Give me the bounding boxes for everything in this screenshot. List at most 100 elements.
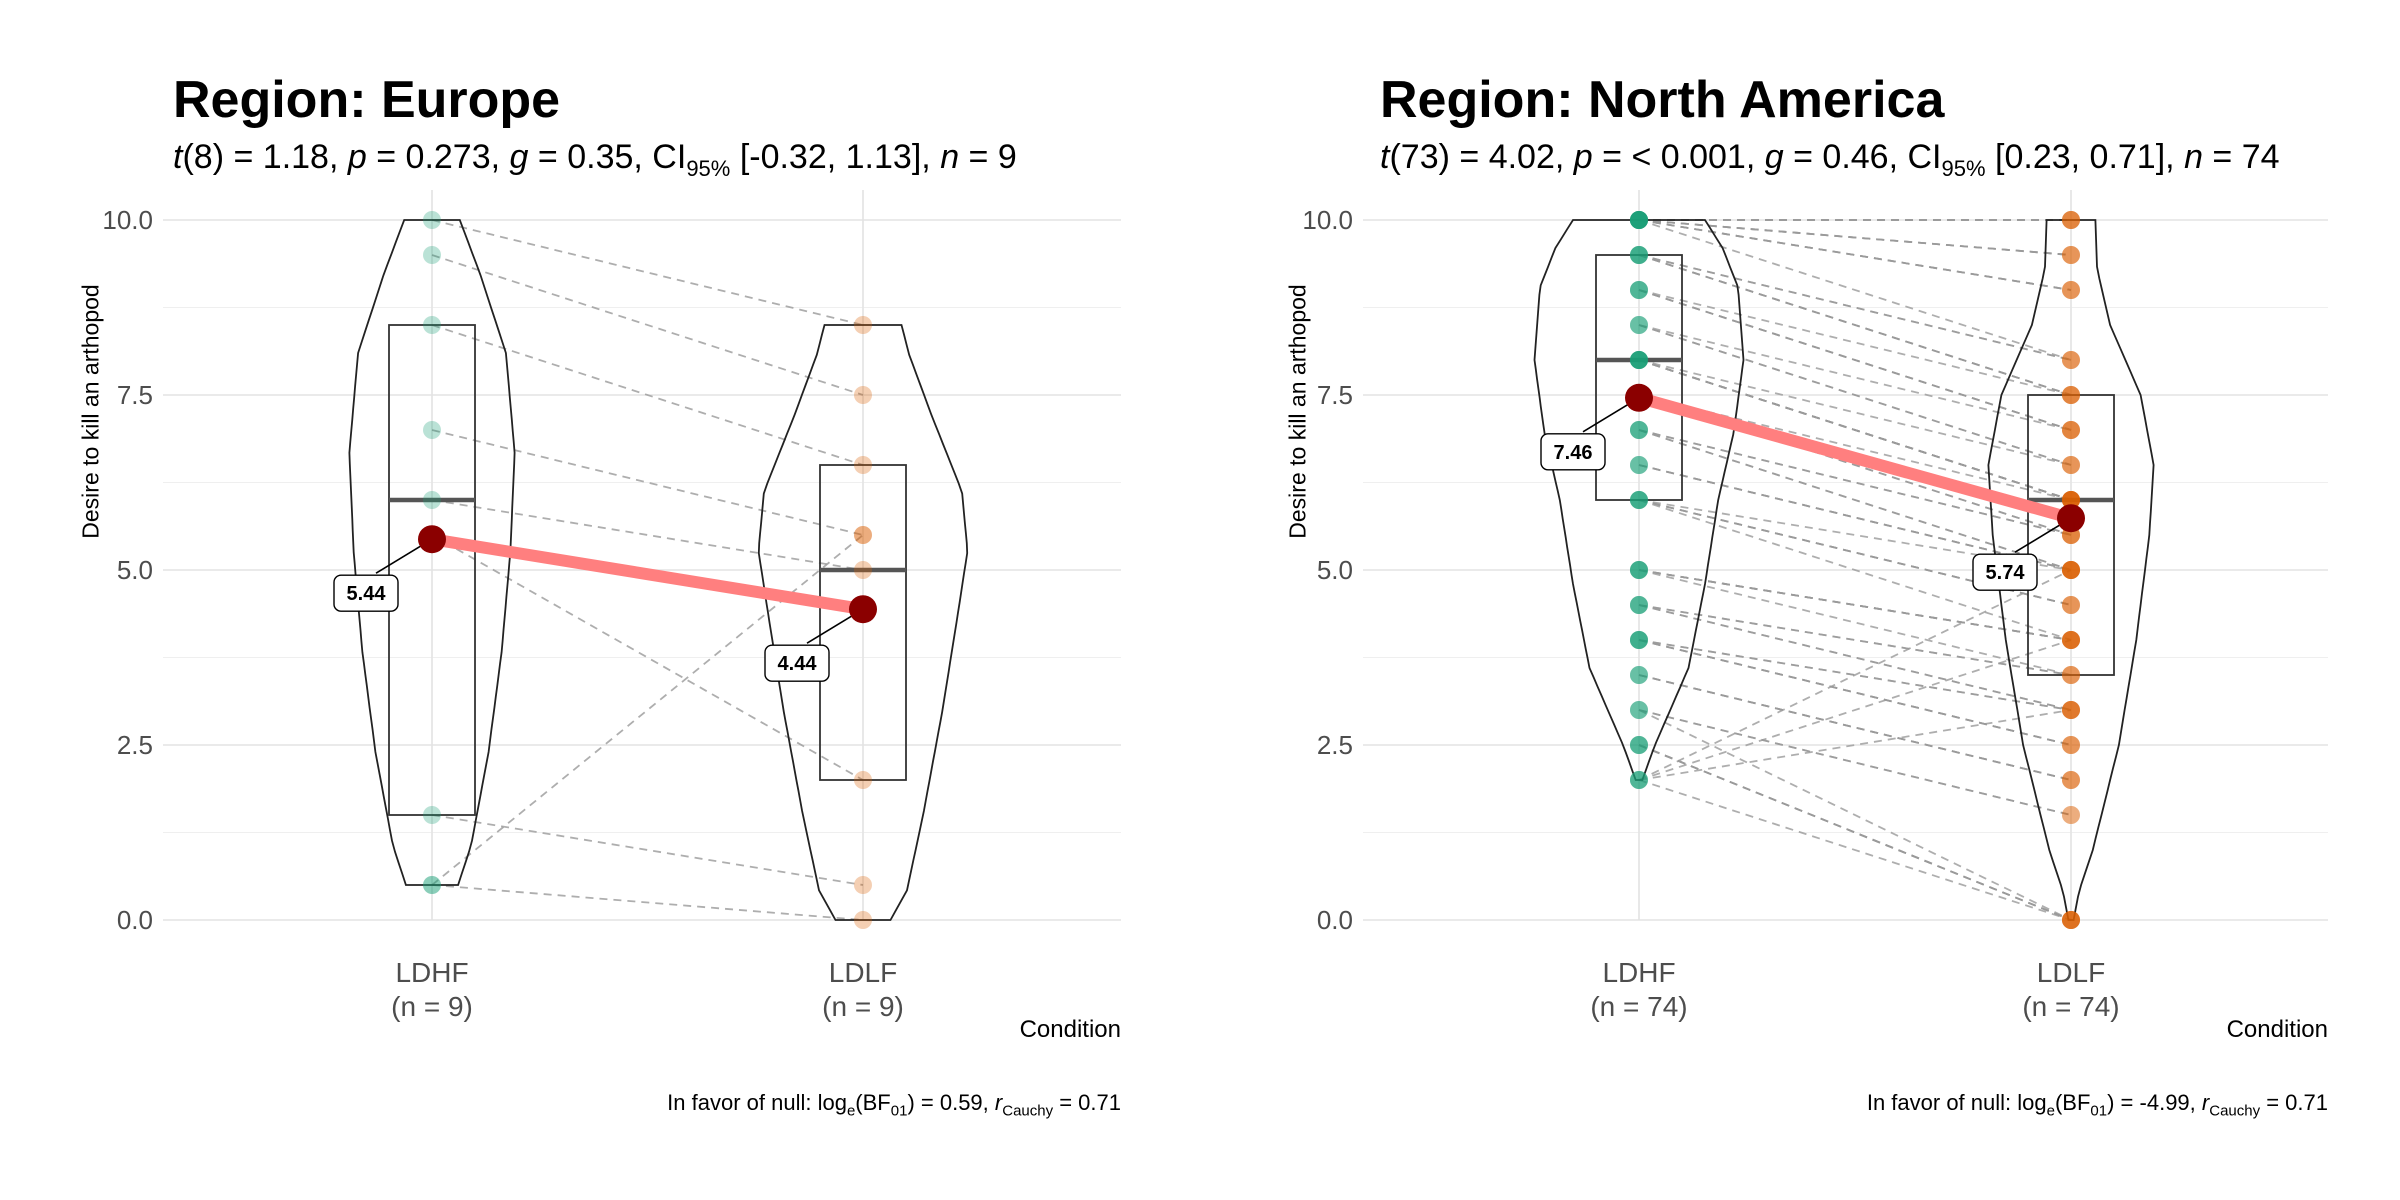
data-point xyxy=(1630,631,1648,649)
data-point xyxy=(854,316,872,334)
data-point xyxy=(1630,596,1648,614)
data-point xyxy=(1630,281,1648,299)
x-tick-n-label: (n = 9) xyxy=(822,991,904,1022)
data-point xyxy=(1630,211,1648,229)
data-point xyxy=(1630,771,1648,789)
data-point xyxy=(1630,246,1648,264)
data-point xyxy=(1630,701,1648,719)
data-point xyxy=(2062,666,2080,684)
stat-t: 4.02 xyxy=(1488,138,1555,176)
stat-n: 9 xyxy=(997,138,1017,176)
data-point xyxy=(1630,246,1648,264)
box-ldhf xyxy=(1595,254,1683,501)
data-point xyxy=(2062,456,2080,474)
data-point xyxy=(2062,421,2080,439)
data-point xyxy=(423,316,441,334)
data-point xyxy=(2062,246,2080,264)
data-point xyxy=(854,386,872,404)
data-point xyxy=(2062,561,2080,579)
bayes-rcauchy: 0.71 xyxy=(2285,1090,2328,1115)
data-point xyxy=(2062,211,2080,229)
paired-line xyxy=(1638,709,2072,816)
panel-title: Region: Europe xyxy=(173,71,561,129)
data-point xyxy=(1630,561,1648,579)
y-tick-label: 5.0 xyxy=(1317,555,1353,585)
data-point xyxy=(1630,351,1648,369)
data-point xyxy=(423,246,441,264)
x-tick-n-label: (n = 9) xyxy=(391,991,473,1022)
mean-point xyxy=(849,595,877,624)
data-point xyxy=(1630,456,1648,474)
paired-line xyxy=(1638,569,2072,781)
data-point xyxy=(2062,386,2080,404)
box-ldhf xyxy=(388,324,476,816)
paired-line xyxy=(1638,674,2072,781)
data-point xyxy=(1630,666,1648,684)
data-point xyxy=(1630,246,1648,264)
data-point xyxy=(2062,351,2080,369)
data-point xyxy=(1630,701,1648,719)
y-tick-label: 2.5 xyxy=(1317,730,1353,760)
x-tick-label: LDHF xyxy=(1602,957,1675,988)
stat-g: 0.46 xyxy=(1822,138,1889,176)
data-point xyxy=(2062,491,2080,509)
data-point xyxy=(1630,456,1648,474)
data-point xyxy=(2062,561,2080,579)
paired-line xyxy=(1638,674,2072,781)
paired-line xyxy=(431,499,864,571)
data-point xyxy=(2062,701,2080,719)
mean-line xyxy=(431,533,864,616)
paired-line xyxy=(431,254,864,396)
bayes-caption: In favor of null: loge(BF01) = 0.59, rCa… xyxy=(667,1090,1121,1120)
paired-line xyxy=(1638,499,2072,641)
data-point xyxy=(2062,596,2080,614)
data-point xyxy=(2062,631,2080,649)
stat-ci: [-0.32, 1.13] xyxy=(739,138,922,176)
box-ldlf xyxy=(819,464,907,781)
data-point xyxy=(1630,211,1648,229)
data-point xyxy=(1630,316,1648,334)
data-point xyxy=(1630,421,1648,439)
data-point xyxy=(2062,421,2080,439)
data-point xyxy=(2062,561,2080,579)
x-tick-label: LDLF xyxy=(829,957,897,988)
data-point xyxy=(423,806,441,824)
paired-line xyxy=(1638,289,2072,396)
data-point xyxy=(1630,211,1648,229)
data-point xyxy=(1630,631,1648,649)
data-point xyxy=(2062,561,2080,579)
data-point xyxy=(2062,211,2080,229)
data-point xyxy=(1630,561,1648,579)
data-point xyxy=(2062,911,2080,929)
data-point xyxy=(854,911,872,929)
data-point xyxy=(1630,211,1648,229)
stat-ci: [0.23, 0.71] xyxy=(1995,138,2166,176)
data-point xyxy=(2062,281,2080,299)
paired-line xyxy=(1638,709,2072,781)
data-point xyxy=(2062,386,2080,404)
data-point xyxy=(1630,351,1648,369)
data-point xyxy=(2062,351,2080,369)
x-tick-n-label: (n = 74) xyxy=(2022,991,2119,1022)
data-point xyxy=(854,526,872,544)
mean-label-box xyxy=(764,644,830,682)
mean-label-box xyxy=(1972,553,2038,591)
paired-line xyxy=(1638,429,2072,536)
data-point xyxy=(2062,631,2080,649)
y-tick-label: 0.0 xyxy=(117,905,153,935)
data-point xyxy=(2062,351,2080,369)
data-point xyxy=(1630,211,1648,229)
data-point xyxy=(2062,386,2080,404)
data-point xyxy=(1630,351,1648,369)
x-tick-label: LDLF xyxy=(2037,957,2105,988)
y-tick-label: 0.0 xyxy=(1317,905,1353,935)
data-point xyxy=(2062,491,2080,509)
data-point xyxy=(1630,736,1648,754)
bayes-caption: In favor of null: loge(BF01) = -4.99, rC… xyxy=(1866,1090,2328,1120)
data-point xyxy=(854,876,872,894)
paired-line xyxy=(1638,359,2072,466)
data-point xyxy=(1630,561,1648,579)
mean-label-text: 7.46 xyxy=(1554,442,1593,464)
paired-line xyxy=(1638,289,2072,431)
